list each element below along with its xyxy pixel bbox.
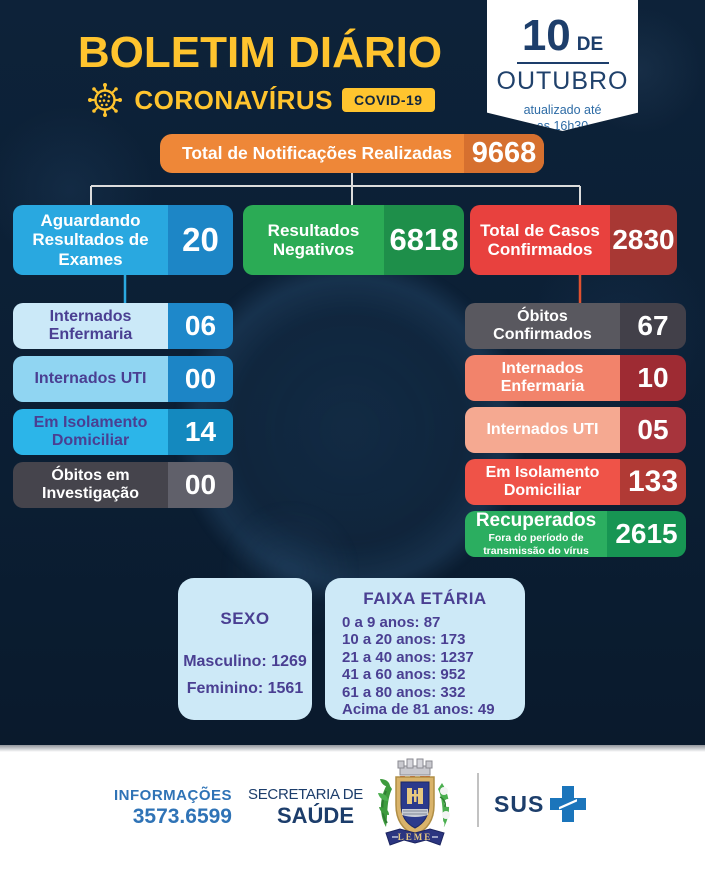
stat-value: 2615 bbox=[607, 511, 686, 557]
date-updated-line2: as 16h30 bbox=[536, 119, 589, 134]
stat-value: 05 bbox=[620, 407, 686, 453]
stat-box-obitos-confirmados: Óbitos Confirmados 67 bbox=[465, 303, 686, 349]
stat-box-casos-confirmados: Total de Casos Confirmados 2830 bbox=[470, 205, 677, 275]
bulletin-title: BOLETIM DIÁRIO bbox=[77, 28, 443, 77]
coronavirus-icon bbox=[88, 83, 123, 117]
age-item: 21 a 40 anos: 1237 bbox=[342, 648, 474, 666]
stat-label-text: Em Isolamento Domiciliar bbox=[33, 414, 148, 449]
stat-box-isolamento-domiciliar-suspeitos: Em Isolamento Domiciliar 14 bbox=[13, 409, 233, 455]
leme-city-crest: LEME bbox=[378, 758, 452, 846]
stat-label: Internados UTI bbox=[465, 407, 620, 453]
stat-value: 2830 bbox=[610, 205, 677, 275]
secretaria-line2: SAÚDE bbox=[276, 803, 354, 828]
info-phone: 3573.6599 bbox=[132, 805, 232, 828]
stat-box-internados-uti-confirmados: Internados UTI 05 bbox=[465, 407, 686, 453]
stat-label: Em Isolamento Domiciliar bbox=[465, 459, 620, 505]
subtitle-row: CORONAVÍRUS COVID-19 bbox=[5, 80, 515, 120]
stat-label-text: Óbitos Confirmados bbox=[493, 308, 592, 343]
stat-box-internados-uti-suspeitos: Internados UTI 00 bbox=[13, 356, 233, 402]
sex-stats-card: SEXO Masculino: 1269 Feminino: 1561 bbox=[178, 578, 312, 720]
stat-label-text: Internados Enfermaria bbox=[500, 360, 585, 395]
sex-card-title: SEXO bbox=[220, 609, 270, 628]
sus-logo: SUS bbox=[494, 785, 587, 823]
stat-value: 14 bbox=[168, 409, 233, 455]
stat-box-resultados-negativos: Resultados Negativos 6818 bbox=[243, 205, 464, 275]
sus-label: SUS bbox=[494, 790, 545, 817]
stat-label-text: Aguardando Resultados de Exames bbox=[32, 211, 149, 269]
stat-label-text: Total de Casos Confirmados bbox=[480, 220, 600, 259]
stat-value: 00 bbox=[168, 462, 233, 508]
crest-city-name: LEME bbox=[398, 832, 433, 842]
date-month: OUTUBRO bbox=[496, 67, 629, 95]
date-updated-line1: atualizado até bbox=[523, 103, 602, 117]
stat-value: 133 bbox=[620, 459, 686, 505]
date-divider bbox=[516, 62, 609, 64]
stat-value: 20 bbox=[168, 205, 233, 275]
stat-box-internados-enfermaria-confirmados: Internados Enfermaria 10 bbox=[465, 355, 686, 401]
sex-item-masculino: Masculino: 1269 bbox=[183, 653, 307, 670]
stat-label-text: Óbitos em Investigação bbox=[42, 467, 139, 502]
date-day: 10 bbox=[521, 11, 571, 60]
stat-value: 6818 bbox=[384, 205, 464, 275]
date-updated: atualizado até as 16h30 bbox=[487, 102, 638, 134]
stat-value: 10 bbox=[620, 355, 686, 401]
secretaria-line1: SECRETARIA DE bbox=[248, 786, 364, 803]
stat-label-text: Internados Enfermaria bbox=[48, 308, 133, 343]
notifications-label: Total de Notificações Realizadas bbox=[181, 143, 453, 163]
stat-label: Internados Enfermaria bbox=[13, 303, 168, 349]
secretaria-de-saude: SECRETARIA DE SAÚDE bbox=[248, 786, 364, 829]
stat-label: Internados UTI bbox=[13, 356, 168, 402]
age-item: 10 a 20 anos: 173 bbox=[342, 631, 466, 649]
notifications-banner: Total de Notificações Realizadas 9668 bbox=[160, 134, 544, 173]
stat-label-text: Em Isolamento Domiciliar bbox=[485, 464, 600, 499]
stat-box-aguardando-resultados: Aguardando Resultados de Exames 20 bbox=[13, 205, 233, 275]
age-item: Acima de 81 anos: 49 bbox=[342, 701, 495, 719]
age-item: 0 a 9 anos: 87 bbox=[342, 614, 441, 631]
stat-value: 67 bbox=[620, 303, 686, 349]
footer-divider bbox=[477, 773, 479, 827]
coronavirus-label: CORONAVÍRUS bbox=[134, 84, 333, 115]
stat-label-text: Resultados Negativos bbox=[267, 220, 360, 259]
info-block: INFORMAÇÕES 3573.6599 bbox=[55, 787, 232, 829]
age-card-title: FAIXA ETÁRIA bbox=[363, 589, 487, 608]
age-list: 0 a 9 anos: 87 10 a 20 anos: 173 21 a 40… bbox=[325, 614, 525, 718]
stat-box-isolamento-domiciliar-confirmados: Em Isolamento Domiciliar 133 bbox=[465, 459, 686, 505]
date-de: DE bbox=[576, 34, 604, 55]
stat-label: Óbitos em Investigação bbox=[13, 462, 168, 508]
age-item: 61 a 80 anos: 332 bbox=[342, 683, 466, 701]
stat-sublabel-text: Fora do período de transmissão do vírus bbox=[483, 532, 589, 557]
stat-label: Recuperados Fora do período de transmiss… bbox=[465, 511, 607, 557]
notifications-value: 9668 bbox=[464, 134, 544, 173]
info-label: INFORMAÇÕES bbox=[114, 787, 232, 804]
stat-box-internados-enfermaria-suspeitos: Internados Enfermaria 06 bbox=[13, 303, 233, 349]
stat-label-text: Recuperados bbox=[475, 511, 597, 532]
stat-label: Total de Casos Confirmados bbox=[470, 205, 610, 275]
age-stats-card: FAIXA ETÁRIA 0 a 9 anos: 87 10 a 20 anos… bbox=[325, 578, 525, 720]
stat-label: Óbitos Confirmados bbox=[465, 303, 620, 349]
stat-label: Resultados Negativos bbox=[243, 205, 384, 275]
sex-item-feminino: Feminino: 1561 bbox=[186, 680, 304, 697]
date-ribbon: 10 DE OUTUBRO atualizado até as 16h30 bbox=[487, 0, 638, 131]
stat-label-text: Internados UTI bbox=[486, 421, 599, 439]
stat-label: Em Isolamento Domiciliar bbox=[13, 409, 168, 455]
sus-cross-icon bbox=[550, 786, 587, 822]
stat-value: 00 bbox=[168, 356, 233, 402]
stat-box-obitos-investigacao: Óbitos em Investigação 00 bbox=[13, 462, 233, 508]
stat-label: Aguardando Resultados de Exames bbox=[13, 205, 168, 275]
stat-label-text: Internados UTI bbox=[34, 370, 147, 388]
stat-label: Internados Enfermaria bbox=[465, 355, 620, 401]
age-item: 41 a 60 anos: 952 bbox=[342, 666, 466, 684]
stat-value: 06 bbox=[168, 303, 233, 349]
stat-box-recuperados: Recuperados Fora do período de transmiss… bbox=[465, 511, 686, 557]
footer: INFORMAÇÕES 3573.6599 SECRETARIA DE SAÚD… bbox=[0, 745, 705, 875]
date-day-row: 10 DE bbox=[487, 14, 638, 58]
covid19-badge: COVID-19 bbox=[342, 88, 435, 112]
